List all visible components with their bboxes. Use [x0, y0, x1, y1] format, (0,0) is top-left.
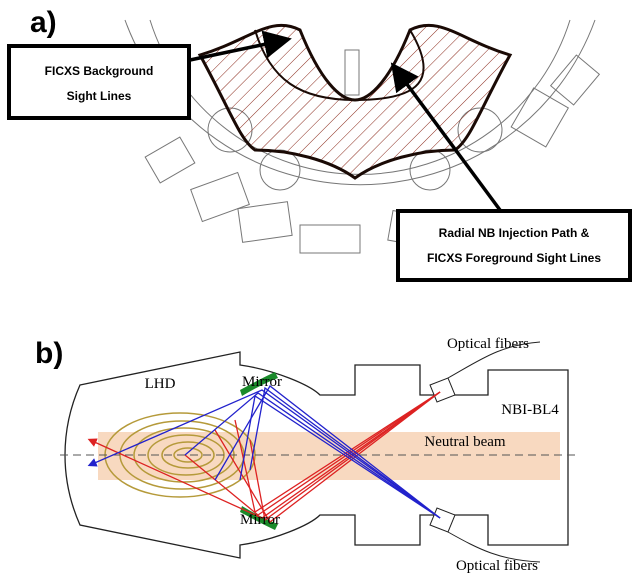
callout-box: [396, 209, 632, 282]
device-label: LHD: [145, 376, 176, 392]
panel-b: b) Optical fibers: [35, 336, 575, 574]
callout-text: FICXS Background: [45, 64, 154, 78]
panel-label: a): [30, 6, 57, 39]
red-rays: [87, 391, 441, 523]
panel-a: a) FICXS Background Sight Lines Radial N…: [7, 6, 632, 282]
callout-arrow: [390, 62, 502, 212]
callout-text: FICXS Foreground Sight Lines: [427, 251, 601, 265]
fiber: [447, 341, 541, 563]
blue-rays: [87, 385, 441, 519]
callout-box: [7, 44, 191, 120]
callout-arrow: [189, 30, 292, 62]
callout-text: Radial NB Injection Path &: [439, 226, 590, 240]
mirror-label: Mirror: [240, 512, 280, 528]
fiber-label: Optical fibers: [447, 336, 529, 352]
callout-text: Sight Lines: [67, 89, 132, 103]
mirror: [240, 372, 278, 396]
nbi-label: NBI-BL4: [501, 402, 559, 418]
mirror-label: Mirror: [242, 374, 282, 390]
neutral-beam: [98, 432, 560, 480]
fiber-label: Optical fibers: [456, 558, 538, 574]
plasma-region: [197, 23, 513, 180]
beam-label: Neutral beam: [424, 434, 506, 450]
panel-label: b): [35, 337, 63, 370]
vessel-outline: [64, 351, 569, 559]
